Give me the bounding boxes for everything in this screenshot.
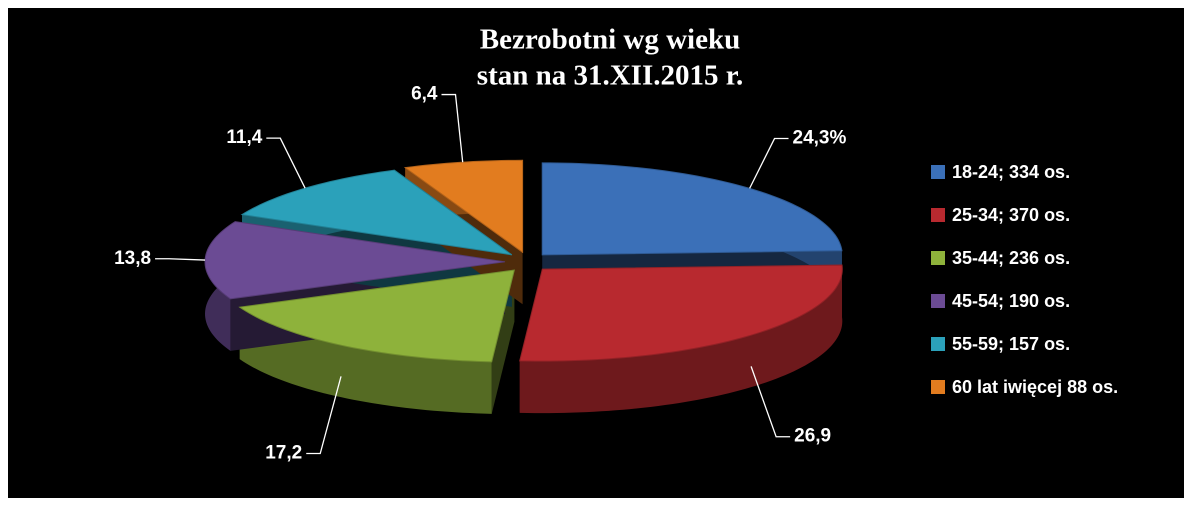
leader-line [306,376,342,455]
pie-slice [240,169,513,256]
legend-label: 45-54; 190 os. [952,291,1070,311]
slice-rim [519,265,843,414]
legend-swatch [931,380,945,394]
pie-slice [403,159,524,254]
data-label: 26,9 [794,426,831,447]
legend-swatch [931,294,945,308]
legend-swatch [931,208,945,222]
legend-label: 60 lat iwięcej 88 os. [952,377,1118,397]
slice-tops [204,159,843,363]
data-label: 13,8 [114,248,151,269]
legend-swatch [931,251,945,265]
chart-title: Bezrobotni wg wieku [480,24,740,56]
slice-rim [239,307,492,414]
data-label: 11,4 [226,127,262,148]
legend-label: 18-24; 334 os. [952,162,1070,182]
legend-swatch [931,337,945,351]
data-label: 24,3% [793,128,847,149]
legend-swatch [931,165,945,179]
legend-label: 35-44; 236 os. [952,248,1070,268]
chart-subtitle: stan na 31.XII.2015 r. [477,60,743,92]
leader-line [266,137,306,189]
pie-slice [519,264,843,362]
pie-slice [238,269,515,363]
data-label: 17,2 [265,443,302,464]
leader-line [749,137,789,189]
leader-line [155,258,206,261]
legend-label: 25-34; 370 os. [952,205,1070,225]
data-labels: 24,3% 26,9 17,2 13,8 11,4 6,4 [114,84,846,464]
leader-line [750,366,791,438]
leader-line [441,93,464,163]
legend-label: 55-59; 157 os. [952,334,1070,354]
pie-slice [204,221,506,300]
data-label: 6,4 [411,84,438,105]
